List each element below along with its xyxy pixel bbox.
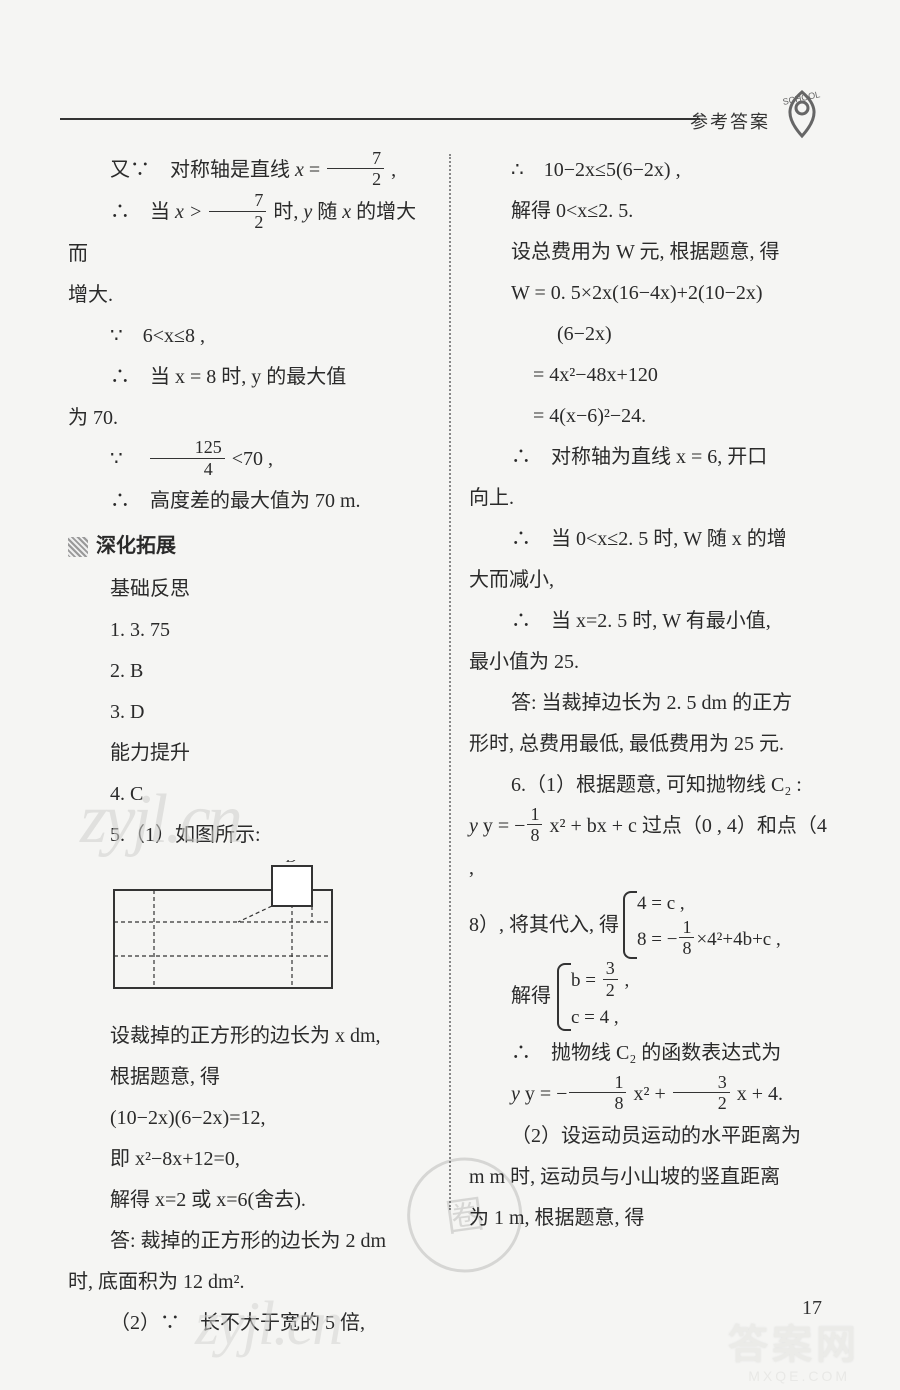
answer-item: 4. C [68, 774, 431, 815]
text: , [391, 159, 396, 181]
line: ∴ 10−2x≤5(6−2x) , [469, 150, 832, 191]
line: (10−2x)(6−2x)=12, [68, 1098, 431, 1139]
line: = 4x²−48x+120 [469, 355, 832, 396]
line: 解得 x=2 或 x=6(舍去). [68, 1180, 431, 1221]
fraction: 1254 [150, 438, 225, 479]
line: y y = −18 x² + bx + c 过点（0 , 4）和点（4 , [469, 806, 832, 889]
line: ∴ 高度差的最大值为 70 m. [68, 481, 431, 522]
line: m m 时, 运动员与小山坡的竖直距离 [469, 1157, 832, 1198]
expr: x > [175, 201, 202, 223]
section-title: 深化拓展 [96, 526, 176, 567]
answer-item: 2. B [68, 651, 431, 692]
line: 解得 b = 32 , c = 4 , [469, 961, 832, 1033]
fraction: 18 [569, 1073, 626, 1114]
line: ∵ 1254 <70 , [68, 439, 431, 481]
fraction: 72 [209, 191, 266, 232]
text: 解得 [511, 976, 551, 1017]
text: 时, [273, 201, 303, 223]
text: 又∵ 对称轴是直线 [110, 159, 295, 181]
answer-item: 1. 3. 75 [68, 610, 431, 651]
var-x: x [342, 201, 351, 223]
line: ∴ 当 x=2. 5 时, W 有最小值, [469, 601, 832, 642]
fraction: 32 [603, 959, 618, 1000]
line: 设总费用为 W 元, 根据题意, 得 [469, 232, 832, 273]
brace-system: b = 32 , c = 4 , [557, 961, 629, 1033]
subheading: 能力提升 [68, 733, 431, 774]
line: 为 70. [68, 398, 431, 439]
text: y = − [525, 1083, 568, 1105]
page-body: 又∵ 对称轴是直线 x = 72 , ∴ 当 x > 72 时, y 随 x 的… [60, 95, 840, 1330]
line: 又∵ 对称轴是直线 x = 72 , [68, 150, 431, 192]
brace-row: b = 32 , [571, 961, 629, 1002]
subheading: 基础反思 [68, 569, 431, 610]
fraction: 72 [327, 149, 384, 190]
line: W = 0. 5×2x(16−4x)+2(10−2x) [469, 273, 832, 314]
line: （2）∵ 长不大于宽的 5 倍, [68, 1303, 431, 1344]
line: 答: 裁掉的正方形的边长为 2 dm [68, 1221, 431, 1262]
page-number: 17 [802, 1297, 822, 1320]
line: (6−2x) [469, 314, 832, 355]
line: y y = −18 x² + 32 x + 4. [469, 1074, 832, 1116]
line: 根据题意, 得 [68, 1057, 431, 1098]
line: 向上. [469, 478, 832, 519]
two-column-layout: 又∵ 对称轴是直线 x = 72 , ∴ 当 x > 72 时, y 随 x 的… [60, 150, 840, 1330]
brace-system: 4 = c , 8 = −18×4²+4b+c , [623, 889, 781, 961]
line: ∴ 对称轴为直线 x = 6, 开口 [469, 437, 832, 478]
diagram-label-d: D [285, 860, 297, 866]
answer-item: 5.（1）如图所示: [68, 815, 431, 856]
line: 6.（1）根据题意, 可知抛物线 C₂ : [469, 765, 832, 806]
line: 答: 当裁掉边长为 2. 5 dm 的正方 [469, 683, 832, 724]
fraction: 32 [673, 1073, 730, 1114]
line: ∴ 当 x > 72 时, y 随 x 的增大而 [68, 192, 431, 275]
text: 随 [317, 201, 342, 223]
line: ∴ 当 0<x≤2. 5 时, W 随 x 的增 [469, 519, 832, 560]
fraction: 18 [527, 805, 542, 846]
text: <70 , [232, 448, 273, 470]
section-heading: 深化拓展 [68, 526, 431, 567]
fraction: 18 [679, 918, 694, 959]
line: 时, 底面积为 12 dm². [68, 1262, 431, 1303]
text: ∴ 当 [110, 201, 175, 223]
line: 大而减小, [469, 560, 832, 601]
hatch-icon [68, 537, 88, 557]
line: 为 1 m, 根据题意, 得 [469, 1198, 832, 1239]
line: 即 x²−8x+12=0, [68, 1139, 431, 1180]
brace-row: 4 = c , [637, 889, 781, 919]
var-x: x [295, 159, 304, 181]
footer-stamp-sub: MXQE.COM [748, 1368, 850, 1384]
line: ∴ 当 x = 8 时, y 的最大值 [68, 357, 431, 398]
box-diagram: D [108, 860, 338, 995]
text: x² + [633, 1083, 670, 1105]
line: 增大. [68, 275, 431, 316]
line: ∵ 6<x≤8 , [68, 316, 431, 357]
var-y: y [469, 815, 478, 837]
right-column: ∴ 10−2x≤5(6−2x) , 解得 0<x≤2. 5. 设总费用为 W 元… [451, 150, 840, 1330]
line: 8）, 将其代入, 得 4 = c , 8 = −18×4²+4b+c , [469, 889, 832, 961]
line: 最小值为 25. [469, 642, 832, 683]
line: 设裁掉的正方形的边长为 x dm, [68, 1016, 431, 1057]
text: ∵ [110, 448, 143, 470]
text: 8）, 将其代入, 得 [469, 905, 619, 946]
var-y: y [511, 1083, 520, 1105]
brace-row: c = 4 , [571, 1003, 629, 1033]
var-y: y [303, 201, 312, 223]
line: ∴ 抛物线 C₂ 的函数表达式为 [469, 1033, 832, 1074]
answer-item: 3. D [68, 692, 431, 733]
line: 解得 0<x≤2. 5. [469, 191, 832, 232]
brace-row: 8 = −18×4²+4b+c , [637, 920, 781, 961]
line: 形时, 总费用最低, 最低费用为 25 元. [469, 724, 832, 765]
line: （2）设运动员运动的水平距离为 [469, 1116, 832, 1157]
line: = 4(x−6)²−24. [469, 396, 832, 437]
text: y = − [483, 815, 526, 837]
text: x + 4. [737, 1083, 783, 1105]
left-column: 又∵ 对称轴是直线 x = 72 , ∴ 当 x > 72 时, y 随 x 的… [60, 150, 449, 1330]
